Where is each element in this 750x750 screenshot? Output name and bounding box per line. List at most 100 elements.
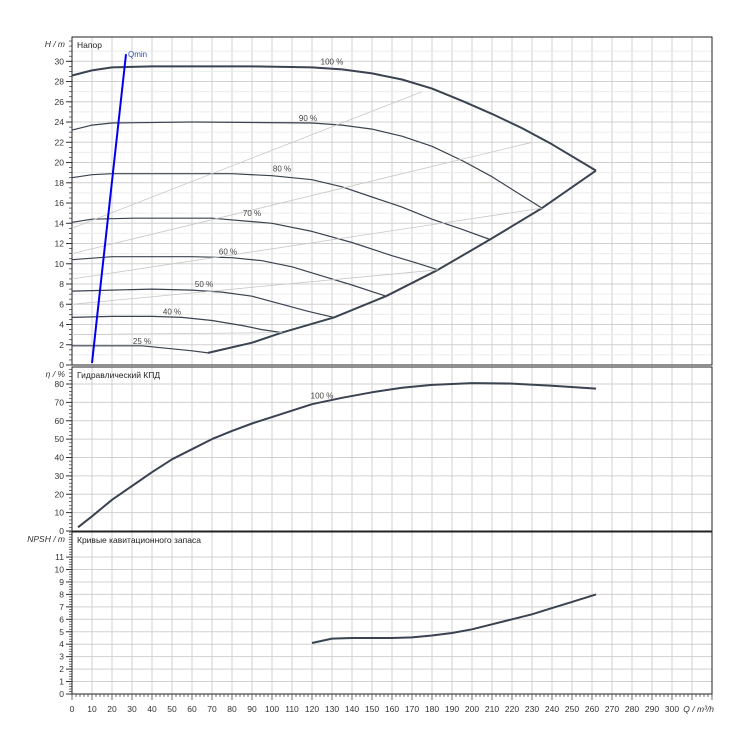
x-tick-label: 220 xyxy=(505,704,519,714)
y-tick-label: 6 xyxy=(59,299,64,309)
y-axis-title: NPSH / m xyxy=(27,534,65,544)
y-tick-label: 28 xyxy=(55,77,65,87)
y-axis-title: η / % xyxy=(46,369,66,379)
y-tick-label: 2 xyxy=(59,664,64,674)
series-line-iso-efficiency xyxy=(71,141,533,254)
panel-head xyxy=(66,36,713,366)
x-tick-label: 170 xyxy=(405,704,419,714)
y-tick-label: 22 xyxy=(55,137,65,147)
x-tick-label: 150 xyxy=(365,704,379,714)
y-tick-label: 20 xyxy=(55,158,65,168)
y-axis-title: H / m xyxy=(45,39,65,49)
y-tick-label: 8 xyxy=(59,279,64,289)
panel-npsh xyxy=(66,531,713,695)
panel-frame xyxy=(71,36,713,366)
curve-label: 100 % xyxy=(321,57,344,66)
x-tick-label: 190 xyxy=(445,704,459,714)
x-tick-label: 140 xyxy=(345,704,359,714)
y-tick-label: 10 xyxy=(55,508,65,518)
x-tick-label: 10 xyxy=(87,704,97,714)
y-tick-label: 20 xyxy=(55,489,65,499)
qmin-label: Qmin xyxy=(128,50,147,59)
curve-label: 100 % xyxy=(311,392,334,401)
curve-label: 90 % xyxy=(299,114,317,123)
series-line-40 xyxy=(71,315,283,334)
series-line-100 xyxy=(71,65,597,172)
y-tick-label: 8 xyxy=(59,589,64,599)
y-tick-label: 60 xyxy=(55,416,65,426)
y-tick-label: 14 xyxy=(55,218,65,228)
series-line-100 xyxy=(77,382,597,529)
curve-label: 50 % xyxy=(195,280,213,289)
x-tick-label: 230 xyxy=(525,704,539,714)
x-tick-label: 90 xyxy=(247,704,257,714)
x-tick-label: 40 xyxy=(147,704,157,714)
y-tick-label: 6 xyxy=(59,614,64,624)
y-tick-label: 9 xyxy=(59,577,64,587)
y-tick-label: 16 xyxy=(55,198,65,208)
series-line-0 xyxy=(311,593,597,644)
y-tick-label: 4 xyxy=(59,320,64,330)
y-tick-label: 10 xyxy=(55,565,65,575)
series-line-iso-efficiency xyxy=(71,91,423,229)
curve-label: 40 % xyxy=(163,307,181,316)
y-tick-label: 70 xyxy=(55,397,65,407)
y-tick-label: 10 xyxy=(55,259,65,269)
x-tick-label: 300 xyxy=(665,704,679,714)
series-line-60 xyxy=(71,256,387,297)
x-tick-label: 100 xyxy=(265,704,279,714)
x-tick-label: 30 xyxy=(127,704,137,714)
curve-label: 60 % xyxy=(219,248,237,257)
series-line-80 xyxy=(71,173,491,241)
y-tick-label: 40 xyxy=(55,453,65,463)
y-tick-label: 2 xyxy=(59,340,64,350)
series-line-iso-efficiency xyxy=(71,332,283,335)
series-line-iso-efficiency xyxy=(71,269,439,305)
x-tick-label: 110 xyxy=(285,704,299,714)
panel-efficiency xyxy=(66,366,713,532)
x-tick-label: 200 xyxy=(465,704,479,714)
y-tick-label: 7 xyxy=(59,602,64,612)
x-tick-label: 60 xyxy=(187,704,197,714)
y-tick-label: 30 xyxy=(55,471,65,481)
panel-title: Гидравлический КПД xyxy=(77,370,160,380)
x-tick-label: 20 xyxy=(107,704,117,714)
x-tick-label: 210 xyxy=(485,704,499,714)
x-tick-label: 260 xyxy=(585,704,599,714)
series-line-25 xyxy=(72,345,209,354)
panel-title: Кривые кавитационного запаса xyxy=(77,535,201,545)
series-line-70 xyxy=(71,217,439,271)
y-tick-label: 0 xyxy=(59,689,64,699)
x-tick-label: 120 xyxy=(305,704,319,714)
curve-label: 70 % xyxy=(243,209,261,218)
y-tick-label: 30 xyxy=(55,56,65,66)
series-line-limit xyxy=(207,169,597,354)
x-tick-label: 180 xyxy=(425,704,439,714)
series-line-iso-efficiency xyxy=(71,207,543,280)
x-tick-label: 290 xyxy=(645,704,659,714)
series-line-Qmin xyxy=(91,54,127,364)
series-line-90 xyxy=(71,121,543,209)
y-tick-label: 4 xyxy=(59,639,64,649)
x-axis-title: Q / m³/h xyxy=(683,704,714,714)
y-tick-label: 5 xyxy=(59,627,64,637)
curve-label: 25 % xyxy=(133,337,151,346)
y-tick-label: 0 xyxy=(59,526,64,536)
y-tick-label: 80 xyxy=(55,379,65,389)
x-tick-label: 70 xyxy=(207,704,217,714)
x-tick-label: 130 xyxy=(325,704,339,714)
y-tick-label: 24 xyxy=(55,117,65,127)
y-tick-label: 26 xyxy=(55,97,65,107)
x-tick-label: 160 xyxy=(385,704,399,714)
y-tick-label: 1 xyxy=(59,677,64,687)
x-tick-label: 250 xyxy=(565,704,579,714)
curve-label: 80 % xyxy=(273,165,291,174)
x-tick-label: 0 xyxy=(70,704,75,714)
x-tick-label: 270 xyxy=(605,704,619,714)
series-line-50 xyxy=(71,288,335,318)
panel-title: Напор xyxy=(77,40,102,50)
x-tick-label: 80 xyxy=(227,704,237,714)
x-tick-label: 240 xyxy=(545,704,559,714)
x-tick-label: 280 xyxy=(625,704,639,714)
